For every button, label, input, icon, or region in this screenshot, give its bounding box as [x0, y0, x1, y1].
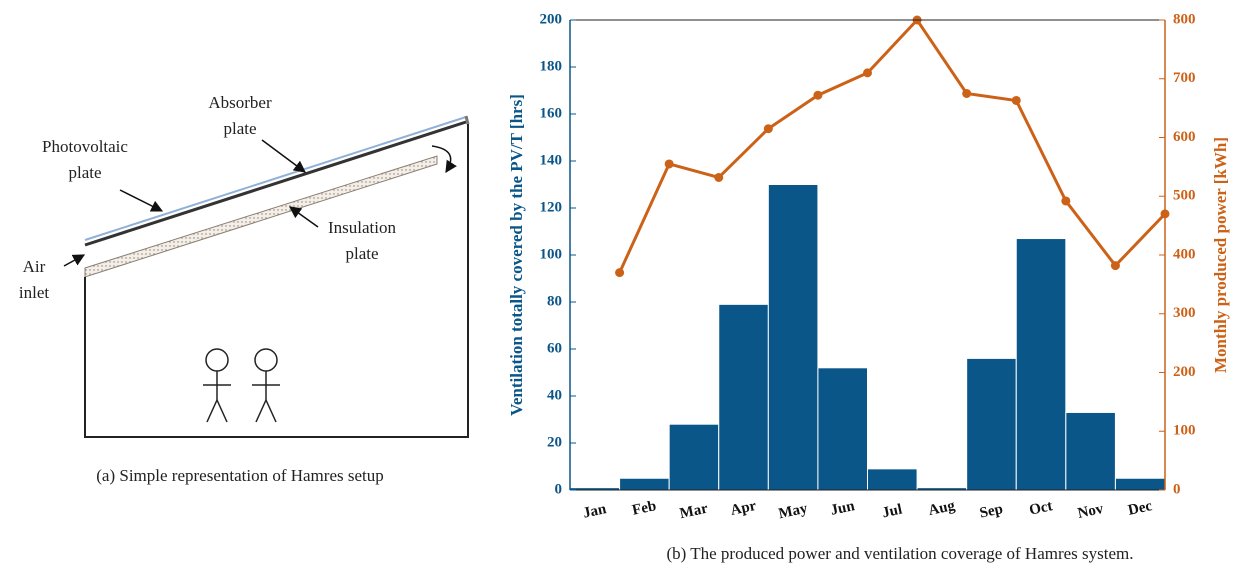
- x-tick-label: Mar: [678, 501, 709, 523]
- caption: (a) Simple representation of Hamres setu…: [96, 466, 384, 485]
- y2-tick-label: 500: [1173, 188, 1196, 204]
- point: [813, 90, 823, 100]
- point: [962, 88, 972, 98]
- y2-tick-label: 0: [1173, 481, 1181, 497]
- label: Photovoltaic: [42, 137, 128, 156]
- y2-axis-label: Monthly produced power [kWh]: [1211, 137, 1230, 373]
- point: [863, 68, 872, 78]
- label: Absorber: [208, 93, 272, 112]
- y-tick-label: 80: [547, 293, 562, 309]
- x-tick-label: Dec: [1127, 498, 1154, 519]
- bar: [966, 357, 1017, 491]
- label: Air: [23, 257, 46, 276]
- y-tick-label: 200: [540, 11, 563, 27]
- point: [714, 172, 724, 182]
- bar: [718, 303, 769, 491]
- bar: [1114, 477, 1166, 491]
- x-tick-label: Aug: [927, 498, 957, 519]
- bar: [1065, 411, 1116, 491]
- bar: [619, 477, 670, 491]
- y-tick-label: 20: [547, 434, 562, 450]
- y2-tick-label: 800: [1173, 11, 1196, 27]
- y-axis-label: Ventilation totally covered by the PV/T …: [507, 94, 526, 416]
- chart: (b) The produced power and ventilation c…: [507, 11, 1230, 562]
- y-tick-label: 160: [540, 105, 563, 121]
- x-tick-label: Jul: [881, 502, 904, 522]
- pv-plate: [84, 116, 467, 241]
- caption: (b) The produced power and ventilation c…: [666, 544, 1133, 563]
- y-tick-label: 140: [540, 152, 563, 168]
- y2-tick-label: 200: [1173, 364, 1196, 380]
- y2-tick-label: 600: [1173, 129, 1196, 145]
- building: [84, 124, 469, 438]
- people: [203, 348, 280, 423]
- absorber-plate: [84, 120, 467, 247]
- bar: [867, 468, 918, 491]
- y2-tick-label: 400: [1173, 246, 1196, 262]
- bar: [817, 367, 869, 491]
- flow-arrow: [431, 145, 457, 174]
- y-tick-label: 0: [555, 481, 563, 497]
- insulation-plate: [84, 155, 438, 278]
- bar: [767, 184, 819, 491]
- label-arrows: [63, 139, 319, 267]
- point: [1110, 261, 1120, 271]
- y-tick-label: 100: [540, 246, 563, 262]
- y2-tick-label: 300: [1173, 305, 1196, 321]
- y-tick-label: 180: [540, 58, 563, 74]
- bar: [1015, 238, 1067, 491]
- x-tick-label: Jun: [829, 498, 857, 519]
- x-tick-label: Sep: [978, 501, 1004, 522]
- x-tick-label: Jan: [582, 501, 609, 522]
- x-tick-label: Nov: [1076, 501, 1105, 522]
- x-tick-label: May: [777, 500, 809, 522]
- label: plate: [345, 244, 378, 263]
- y2-tick-label: 100: [1173, 423, 1196, 439]
- y-tick-label: 120: [540, 199, 563, 215]
- y2-tick-label: 700: [1173, 70, 1196, 86]
- x-tick-label: Apr: [729, 498, 758, 519]
- line: [618, 17, 1167, 274]
- x-tick-label: Oct: [1028, 498, 1054, 519]
- y-tick-label: 40: [547, 387, 562, 403]
- plate-end: [464, 115, 470, 125]
- setup-diagram: Photovoltaic plate Absorber plate Insula…: [19, 93, 470, 485]
- label: plate: [223, 119, 256, 138]
- point: [1011, 95, 1021, 105]
- point: [615, 268, 625, 278]
- y-tick-label: 60: [547, 340, 562, 356]
- x-tick-label: Feb: [631, 498, 658, 519]
- bar: [668, 423, 720, 491]
- label: plate: [68, 163, 101, 182]
- point: [664, 159, 674, 169]
- point: [1061, 196, 1071, 206]
- label: inlet: [19, 283, 49, 302]
- label: Insulation: [328, 218, 396, 237]
- point: [763, 124, 773, 134]
